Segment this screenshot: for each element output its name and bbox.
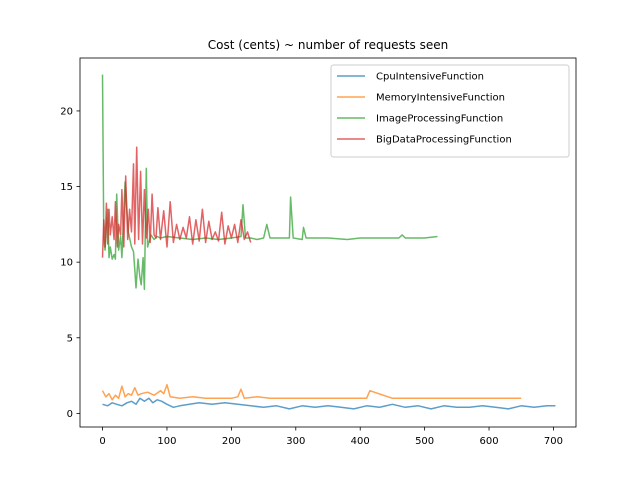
series-line-1	[102, 397, 556, 410]
x-tick-label: 200	[222, 436, 241, 447]
y-tick-label: 10	[60, 258, 73, 269]
x-tick-label: 100	[157, 436, 176, 447]
y-tick-label: 5	[67, 333, 73, 344]
y-tick-label: 15	[60, 182, 73, 193]
legend-box	[330, 64, 570, 158]
chart-title: Cost (cents) ~ number of requests seen	[208, 38, 448, 52]
x-tick-label: 0	[99, 436, 105, 447]
legend-label: MemoryIntensiveFunction	[376, 93, 505, 104]
y-tick-label: 0	[67, 409, 73, 420]
legend: CpuIntensiveFunction MemoryIntensiveFunct…	[330, 64, 570, 158]
x-tick-label: 400	[351, 436, 370, 447]
x-tick-label: 700	[544, 436, 563, 447]
legend-label: BigDataProcessingFunction	[376, 135, 512, 146]
series-line-4	[101, 146, 252, 258]
x-tick-label: 300	[286, 436, 305, 447]
legend-label: ImageProcessingFunction	[376, 114, 503, 125]
axes: 0 100 200 300 400 500 600 700 0 5 10 15 20	[60, 57, 577, 447]
series-line-2	[101, 383, 522, 401]
axes-frame	[79, 57, 577, 428]
x-tick-label: 500	[415, 436, 434, 447]
series-line-3	[101, 74, 438, 291]
plot-area	[101, 74, 556, 410]
y-tick-label: 20	[60, 106, 73, 117]
legend-label: CpuIntensiveFunction	[376, 72, 484, 83]
x-tick-label: 600	[479, 436, 498, 447]
